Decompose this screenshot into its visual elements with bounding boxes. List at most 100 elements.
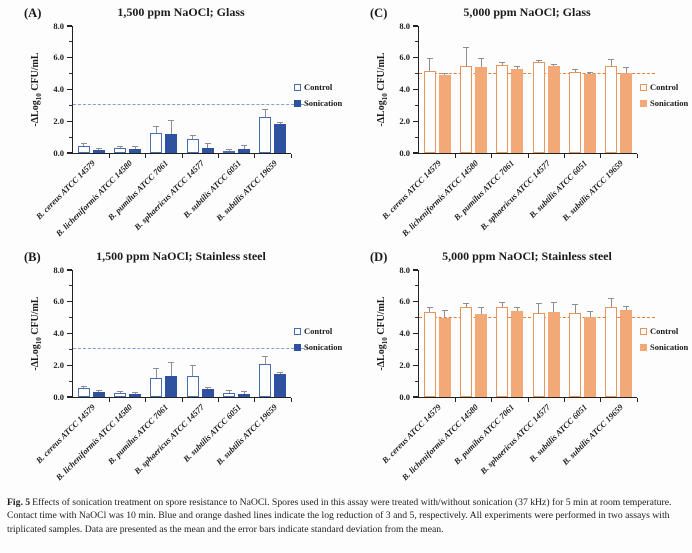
panel-title-b: 1,500 ppm NaOCl; Stainless steel bbox=[96, 249, 266, 263]
error-bar bbox=[574, 304, 576, 313]
error-bar bbox=[192, 366, 194, 376]
bar-control bbox=[460, 65, 472, 153]
error-bar-cap bbox=[189, 365, 196, 367]
error-bar bbox=[501, 303, 503, 308]
error-bar bbox=[98, 390, 100, 393]
error-bar-cap bbox=[80, 143, 87, 145]
legend-item-control: Control bbox=[294, 326, 342, 336]
error-bar bbox=[279, 122, 281, 125]
x-tick bbox=[600, 398, 602, 403]
figure-caption: Fig. 5 Effects of sonication treatment on… bbox=[0, 492, 692, 536]
x-tick bbox=[108, 398, 110, 403]
x-tick bbox=[454, 154, 456, 159]
bar-control bbox=[259, 364, 272, 397]
error-bar bbox=[279, 373, 281, 374]
error-bar bbox=[170, 121, 172, 134]
x-tick bbox=[491, 154, 493, 159]
x-tick bbox=[290, 154, 292, 159]
y-major-tick bbox=[412, 88, 418, 90]
error-bar-cap bbox=[117, 391, 123, 393]
y-tick-label: 4.0 bbox=[399, 328, 410, 338]
error-bar bbox=[516, 67, 518, 69]
error-bar bbox=[98, 149, 100, 150]
y-major-tick bbox=[412, 364, 418, 366]
error-bar-cap bbox=[241, 144, 247, 146]
error-bar bbox=[625, 307, 627, 311]
error-bar-cap bbox=[499, 302, 506, 304]
y-major-tick bbox=[412, 152, 418, 154]
error-bar-cap bbox=[535, 303, 542, 305]
error-bar-cap bbox=[550, 63, 557, 65]
y-minor-tick bbox=[68, 380, 72, 382]
caption-text: Effects of sonication treatment on spore… bbox=[7, 497, 672, 535]
panel-label-a: (A) bbox=[24, 6, 42, 20]
y-minor-tick bbox=[414, 380, 418, 382]
error-bar bbox=[465, 304, 467, 307]
error-bar bbox=[264, 357, 266, 365]
x-axis-labels: B. cereus ATCC 14579 B. licheniformis ATC… bbox=[380, 402, 636, 488]
error-bar bbox=[538, 304, 540, 313]
y-major-tick bbox=[412, 396, 418, 398]
y-tick-label: 0.0 bbox=[399, 391, 410, 402]
error-bar-cap bbox=[572, 68, 578, 70]
error-bar-cap bbox=[623, 306, 630, 308]
plot-area-c bbox=[412, 25, 655, 159]
bar-sonication bbox=[92, 392, 105, 397]
x-axis-labels: B. cereus ATCC 14579 B. licheniformis ATC… bbox=[380, 158, 636, 244]
legend: Control Sonication bbox=[640, 82, 688, 108]
error-bar bbox=[444, 73, 446, 76]
error-bar-cap bbox=[441, 72, 448, 74]
y-major-tick bbox=[66, 152, 72, 154]
error-bar-cap bbox=[277, 121, 284, 123]
legend-item-control: Control bbox=[640, 326, 688, 336]
y-tick-label: 8.0 bbox=[399, 20, 410, 31]
sonication-swatch-icon bbox=[640, 99, 647, 107]
y-minor-tick bbox=[68, 73, 72, 75]
error-bar-cap bbox=[426, 307, 433, 309]
bar-sonication bbox=[584, 73, 596, 153]
y-minor-tick bbox=[414, 73, 418, 75]
error-bar-cap bbox=[463, 47, 469, 49]
bar-control bbox=[114, 148, 126, 153]
error-bar bbox=[134, 146, 136, 149]
error-bar bbox=[243, 145, 245, 150]
panel-title-d: 5,000 ppm NaOCl; Stainless steel bbox=[442, 249, 612, 263]
y-major-tick bbox=[66, 269, 72, 271]
y-minor-tick bbox=[68, 317, 72, 319]
panel-label-c: (C) bbox=[370, 6, 388, 20]
y-major-tick bbox=[412, 269, 418, 271]
error-bar-cap bbox=[262, 356, 269, 358]
bar-control bbox=[223, 150, 235, 153]
legend-item-control: Control bbox=[294, 82, 342, 92]
panel-grid: (A) 1,500 ppm NaOCl; Glass -ΔLog10 CFU/m… bbox=[24, 5, 688, 488]
y-major-tick bbox=[412, 25, 418, 27]
error-bar bbox=[625, 68, 627, 73]
bar-sonication bbox=[238, 149, 250, 153]
error-bar bbox=[228, 149, 230, 151]
error-bar bbox=[134, 392, 136, 394]
bar-sonication bbox=[584, 316, 596, 397]
error-bar bbox=[83, 387, 85, 389]
y-major-tick bbox=[66, 88, 72, 90]
error-bar-cap bbox=[514, 307, 521, 309]
x-tick bbox=[563, 154, 565, 159]
error-bar bbox=[480, 308, 482, 314]
error-bar-cap bbox=[153, 125, 160, 127]
error-bar-cap bbox=[132, 391, 138, 393]
bar-sonication bbox=[475, 313, 487, 397]
bar-sonication bbox=[438, 318, 451, 397]
y-minor-tick bbox=[68, 348, 72, 350]
error-bar bbox=[228, 390, 230, 394]
x-tick bbox=[254, 154, 256, 159]
legend-label-sonication: Sonication bbox=[650, 98, 689, 108]
y-tick-label: 6.0 bbox=[399, 296, 410, 307]
bar-control bbox=[496, 307, 509, 397]
legend-label-control: Control bbox=[304, 326, 333, 336]
error-bar bbox=[192, 135, 194, 139]
y-minor-tick bbox=[414, 104, 418, 106]
error-bar bbox=[610, 298, 612, 307]
error-bar bbox=[589, 72, 591, 74]
bar-control bbox=[259, 117, 272, 153]
legend-item-sonication: Sonication bbox=[640, 98, 688, 108]
bar-control bbox=[114, 392, 126, 397]
